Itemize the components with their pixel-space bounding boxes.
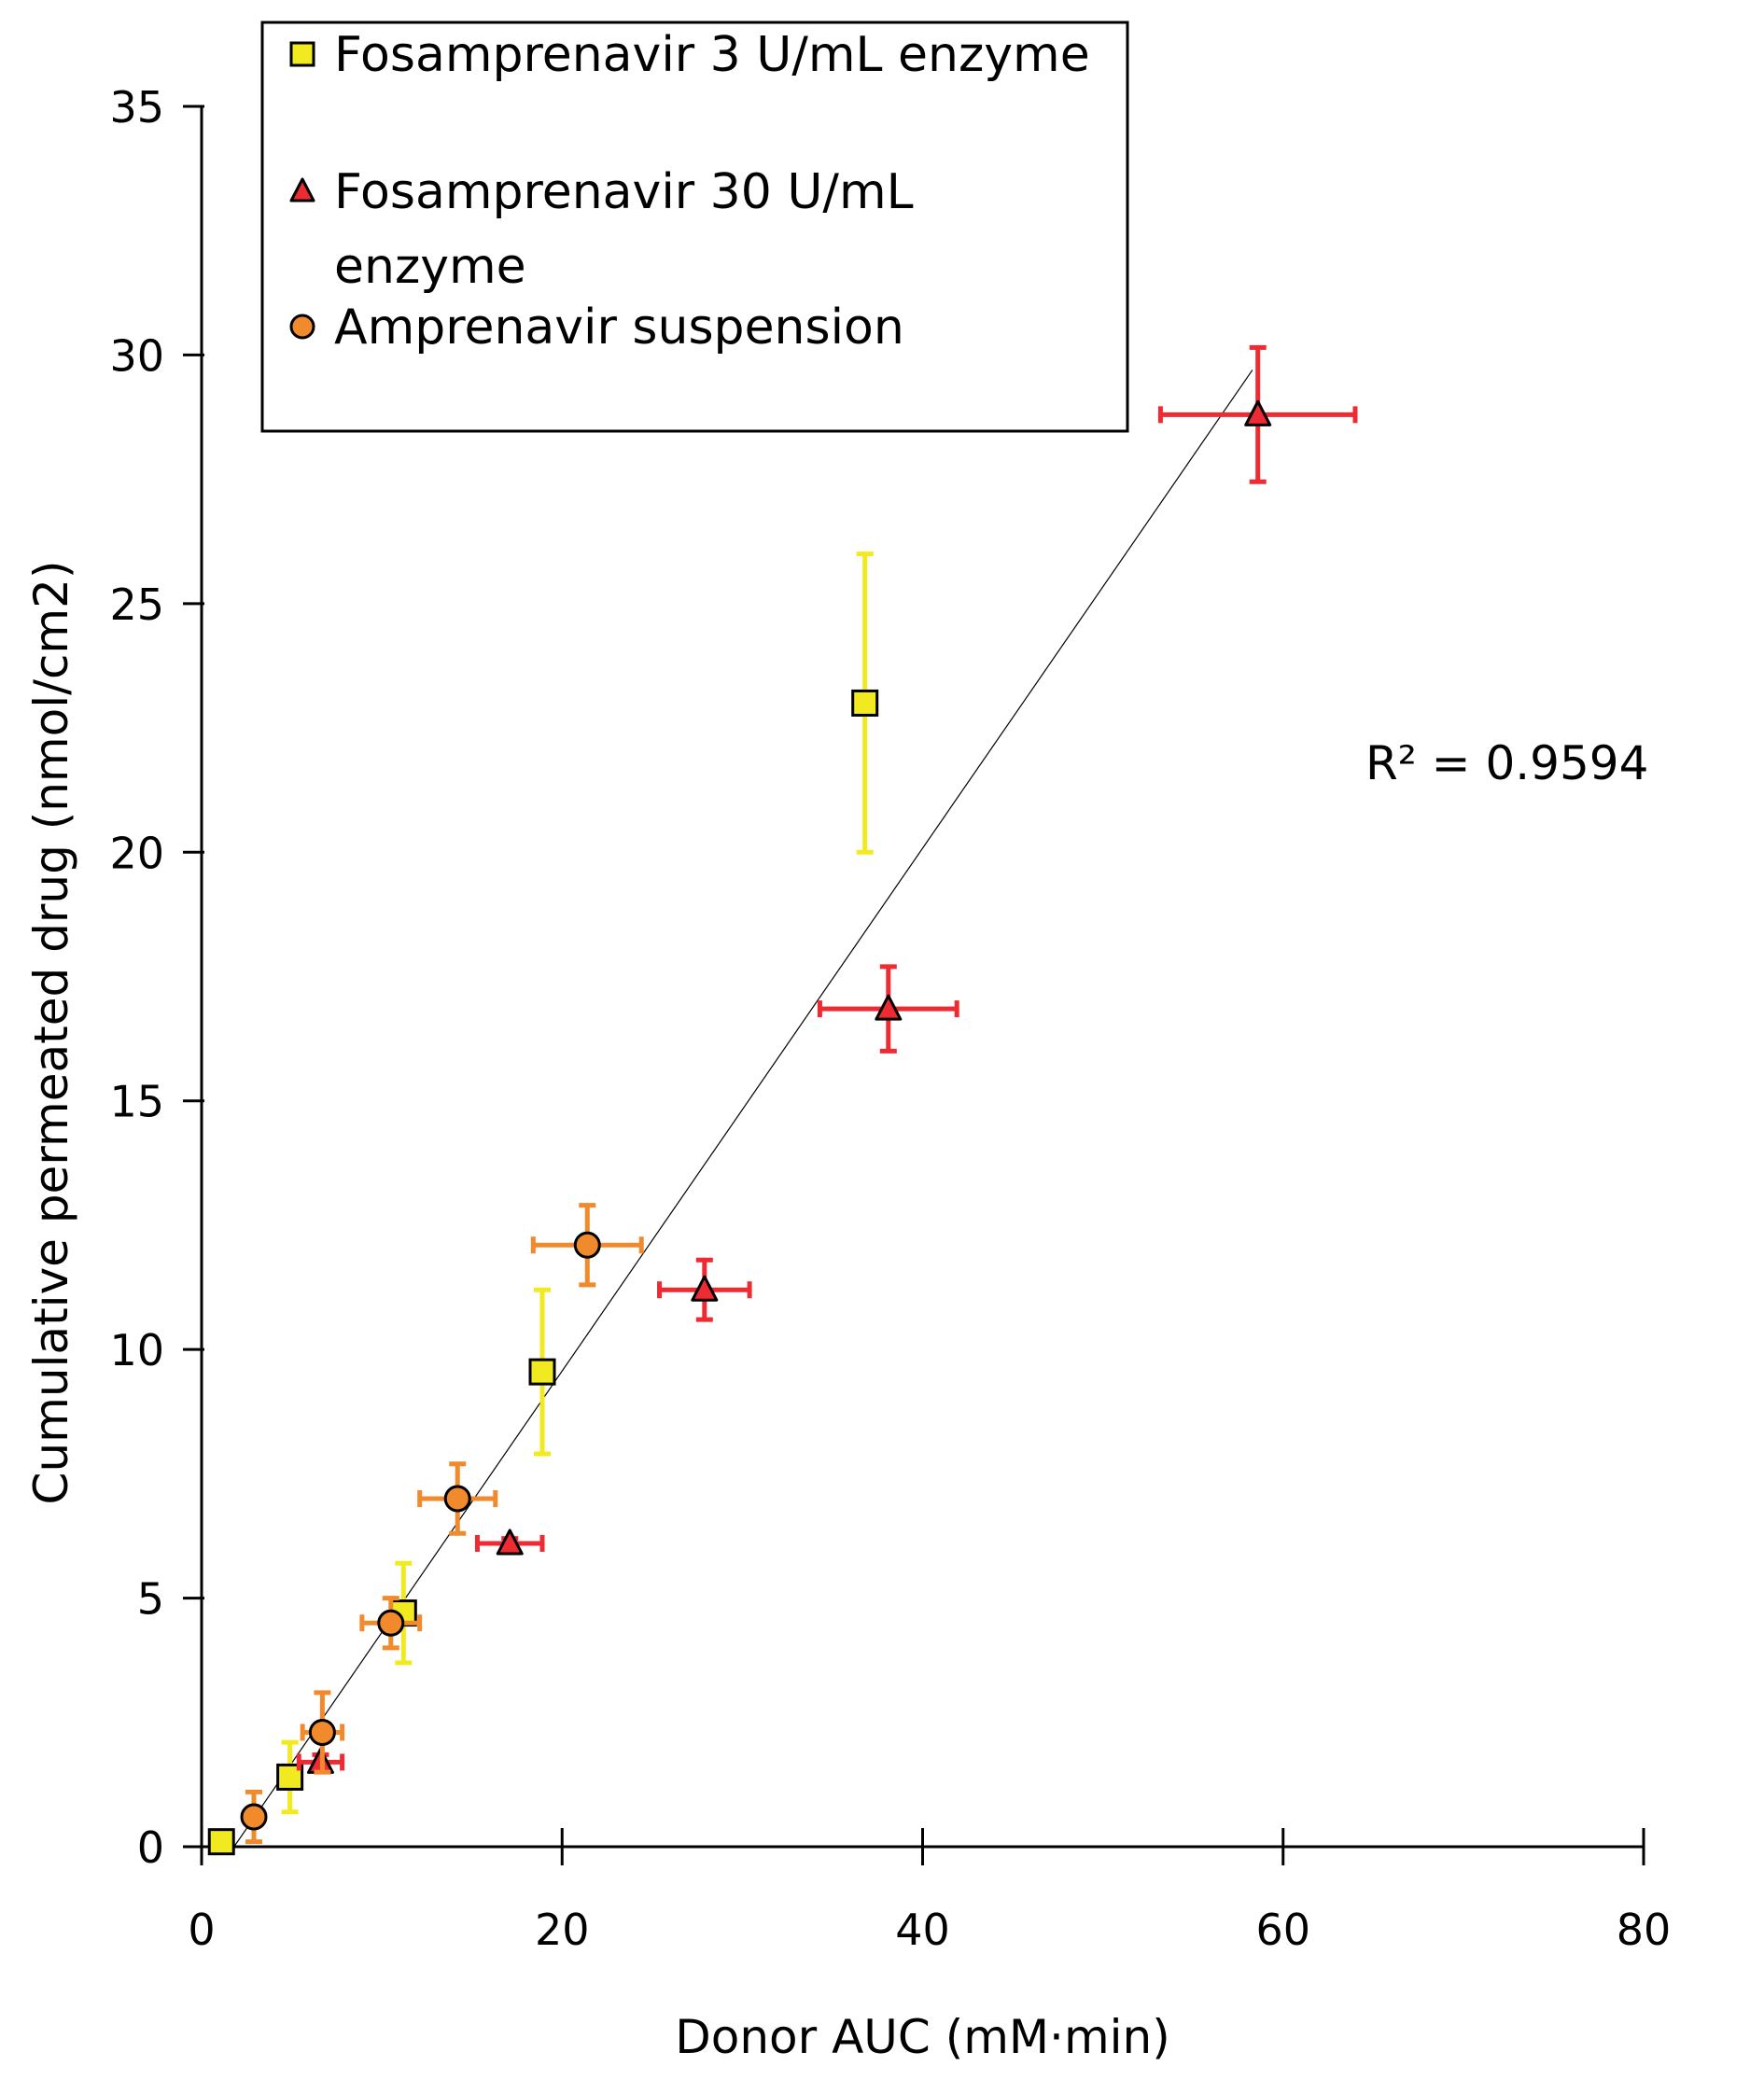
series-triangle (296, 344, 1358, 1774)
circle-marker (443, 1485, 471, 1513)
circle-marker (573, 1231, 601, 1259)
data-point (817, 964, 959, 1054)
data-point (207, 1828, 235, 1856)
circle-marker (377, 1609, 405, 1637)
x-tick-label: 60 (1255, 1905, 1310, 1955)
y-tick-label: 0 (137, 1822, 164, 1873)
x-axis-label: Donor AUC (mM·min) (675, 2010, 1169, 2064)
data-points-layer (207, 344, 1358, 1856)
data-point (417, 1461, 498, 1536)
legend-triangle-icon (289, 177, 315, 202)
legend-label: Amprenavir suspension (334, 300, 904, 356)
series-square (207, 551, 879, 1856)
legend-label: enzyme (334, 239, 526, 295)
data-point (528, 1287, 556, 1457)
legend: Fosamprenavir 3 U/mL enzyme Fosamprenavir… (260, 21, 1129, 433)
y-tick-label: 35 (109, 82, 164, 133)
square-marker (528, 1358, 556, 1386)
triangle-marker (1244, 399, 1272, 426)
y-tick-label: 10 (109, 1325, 164, 1375)
data-point (851, 551, 879, 855)
y-tick-label: 25 (109, 579, 164, 630)
y-tick-label: 5 (137, 1574, 164, 1625)
x-tick-label: 20 (535, 1905, 590, 1955)
triangle-marker (691, 1275, 719, 1302)
x-tick-label: 40 (895, 1905, 950, 1955)
legend-box (260, 21, 1129, 433)
legend-square-icon (289, 41, 315, 67)
data-point (359, 1596, 423, 1651)
data-point (657, 1257, 752, 1322)
data-point (474, 1529, 545, 1556)
square-marker (207, 1828, 235, 1856)
y-tick-label: 15 (109, 1077, 164, 1127)
data-point (1157, 344, 1358, 484)
legend-label: Fosamprenavir 3 U/mL enzyme (334, 27, 1090, 83)
y-tick-label: 30 (109, 330, 164, 381)
data-point (240, 1789, 268, 1845)
r-squared-annotation: R² = 0.9594 (1365, 736, 1648, 790)
x-tick-label: 80 (1617, 1905, 1672, 1955)
triangle-marker (875, 994, 903, 1021)
circle-marker (240, 1803, 268, 1831)
x-tick-label: 0 (188, 1905, 215, 1955)
square-marker (851, 689, 879, 717)
series-circle (240, 1203, 644, 1845)
legend-label: Fosamprenavir 30 U/mL (334, 164, 914, 220)
data-point (530, 1203, 644, 1288)
data-point (300, 1690, 345, 1775)
y-tick-label: 20 (109, 828, 164, 878)
circle-marker (308, 1718, 336, 1746)
axes: 0 5 10 15 20 25 30 35 0 20 40 60 80 (109, 82, 1671, 1955)
legend-circle-icon (289, 314, 315, 340)
y-axis-label: Cumulative permeated drug (nmol/cm2) (24, 561, 78, 1505)
triangle-marker (496, 1529, 524, 1556)
